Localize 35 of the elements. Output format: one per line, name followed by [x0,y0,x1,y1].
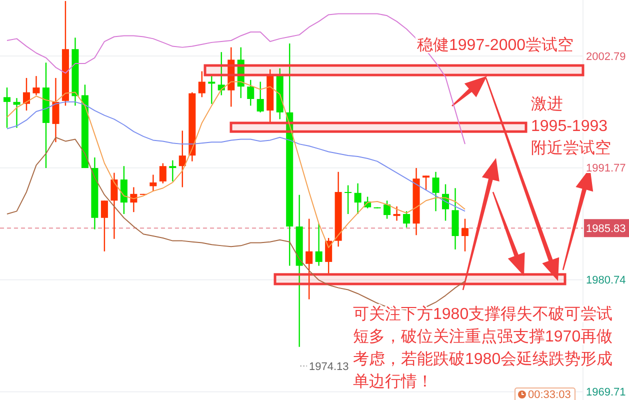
candlestick [208,75,216,104]
candlestick [403,210,410,228]
candlestick [393,206,400,222]
ref-line-label: 1985.83 [586,222,626,235]
candlestick [178,130,186,188]
candlestick [13,97,20,128]
y-tick-label: 2002.79 [586,50,626,63]
candlestick [256,81,264,113]
text: 激进 1995-1993 附近尝试空 [531,95,611,157]
candlestick [32,75,40,96]
candlestick [422,175,430,191]
candlestick [384,200,391,220]
candlestick [159,162,166,184]
y-tick-label: 1980.74 [586,274,626,287]
candlestick [120,165,128,215]
candlestick [169,160,176,182]
candlestick [100,200,108,252]
candlestick [110,172,118,240]
candlestick [325,237,332,274]
candlestick [218,51,225,96]
candlestick [150,174,157,192]
candlestick [354,182,362,215]
candlestick [344,184,352,215]
candlestick [3,86,11,128]
line-series [6,101,466,212]
candlestick [315,222,322,266]
candlestick [461,218,469,252]
text: 00:33:03 [528,389,571,400]
candlestick [247,79,254,106]
y-tick-label: 1991.77 [586,162,626,175]
candlestick [52,77,60,143]
candlestick [432,171,440,212]
candlestick [306,218,313,300]
annotation: 1974.13 [309,361,349,373]
candlestick [198,70,206,98]
